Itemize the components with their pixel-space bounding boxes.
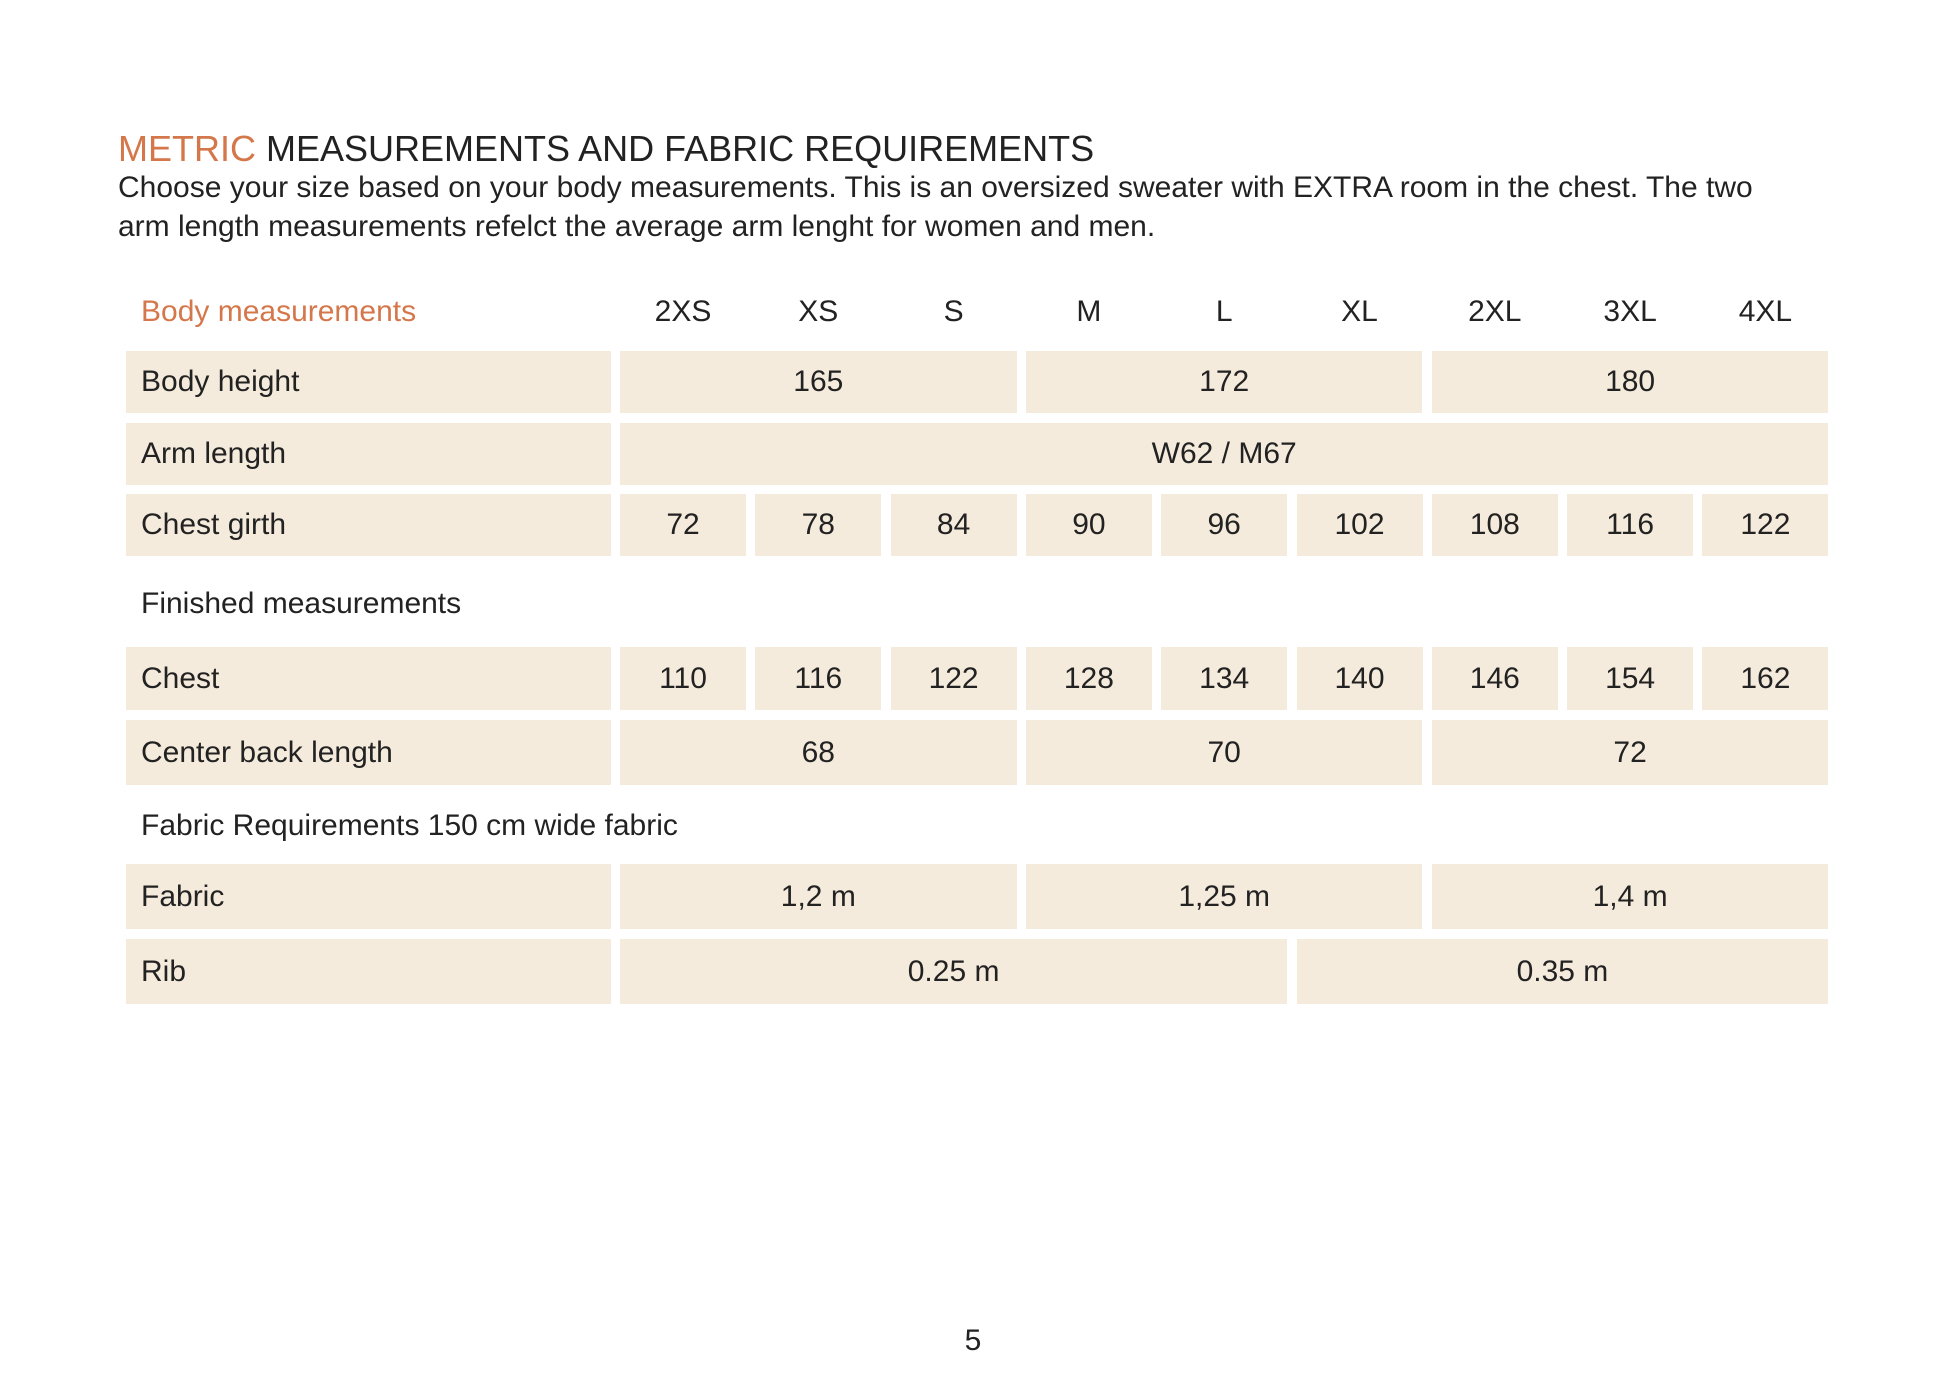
size-label: 4XL (1738, 295, 1793, 328)
size-label: M (1076, 295, 1102, 328)
value-cell: 140 (1296, 647, 1423, 710)
value-cell: 108 (1431, 494, 1558, 556)
description-line: arm length measurements refelct the aver… (118, 210, 1156, 243)
value-cell: 72 (1431, 720, 1829, 785)
page-number: 5 (964, 1324, 982, 1357)
row-label: Center back length (126, 720, 611, 785)
value-cell: 1,25 m (1025, 864, 1423, 929)
value-cell: 96 (1161, 494, 1288, 556)
value-cell: 102 (1296, 494, 1423, 556)
value-cell: 116 (755, 647, 882, 710)
row-label: Body height (126, 351, 611, 413)
value-cell: 154 (1567, 647, 1694, 710)
value-cell: 122 (890, 647, 1017, 710)
value-cell: 72 (620, 494, 746, 556)
value-cell: 122 (1702, 494, 1829, 556)
size-label: XL (1341, 295, 1378, 328)
size-label: 2XL (1468, 295, 1522, 328)
size-label: S (943, 295, 964, 328)
row-label: Chest (126, 647, 611, 710)
value-cell: 70 (1025, 720, 1423, 785)
title-highlight: METRIC (118, 128, 256, 169)
size-label: XS (798, 295, 839, 328)
value-cell: 116 (1567, 494, 1694, 556)
value-cell: 90 (1025, 494, 1152, 556)
value-cell: 0.35 m (1296, 939, 1829, 1004)
value-cell: 1,4 m (1431, 864, 1829, 929)
size-label: 2XS (654, 295, 712, 328)
section-title: Fabric Requirements 150 cm wide fabric (141, 809, 678, 842)
value-cell: 165 (620, 351, 1017, 413)
value-cell: 1,2 m (620, 864, 1017, 929)
value-cell: 84 (890, 494, 1017, 556)
value-cell: 146 (1431, 647, 1558, 710)
value-cell: 172 (1025, 351, 1423, 413)
section-title: Finished measurements (141, 587, 462, 620)
title-text: MEASUREMENTS AND FABRIC REQUIREMENTS (266, 128, 1095, 169)
row-label: Fabric (126, 864, 611, 929)
value-cell: 68 (620, 720, 1017, 785)
size-label: L (1215, 295, 1233, 328)
row-label: Arm length (126, 423, 611, 485)
row-label: Rib (126, 939, 611, 1004)
value-cell: 78 (755, 494, 882, 556)
title: METRIC MEASUREMENTS AND FABRIC REQUIREME… (118, 128, 1094, 170)
value-cell: 134 (1161, 647, 1288, 710)
value-cell: 110 (620, 647, 746, 710)
value-cell: 128 (1025, 647, 1152, 710)
table-header: Body measurements (141, 295, 417, 328)
description-line: Choose your size based on your body meas… (118, 171, 1753, 204)
value-cell: 0.25 m (620, 939, 1288, 1004)
size-label: 3XL (1603, 295, 1657, 328)
value-cell: 180 (1431, 351, 1829, 413)
value-cell: 162 (1702, 647, 1829, 710)
row-label: Chest girth (126, 494, 611, 556)
value-cell: W62 / M67 (620, 423, 1829, 485)
